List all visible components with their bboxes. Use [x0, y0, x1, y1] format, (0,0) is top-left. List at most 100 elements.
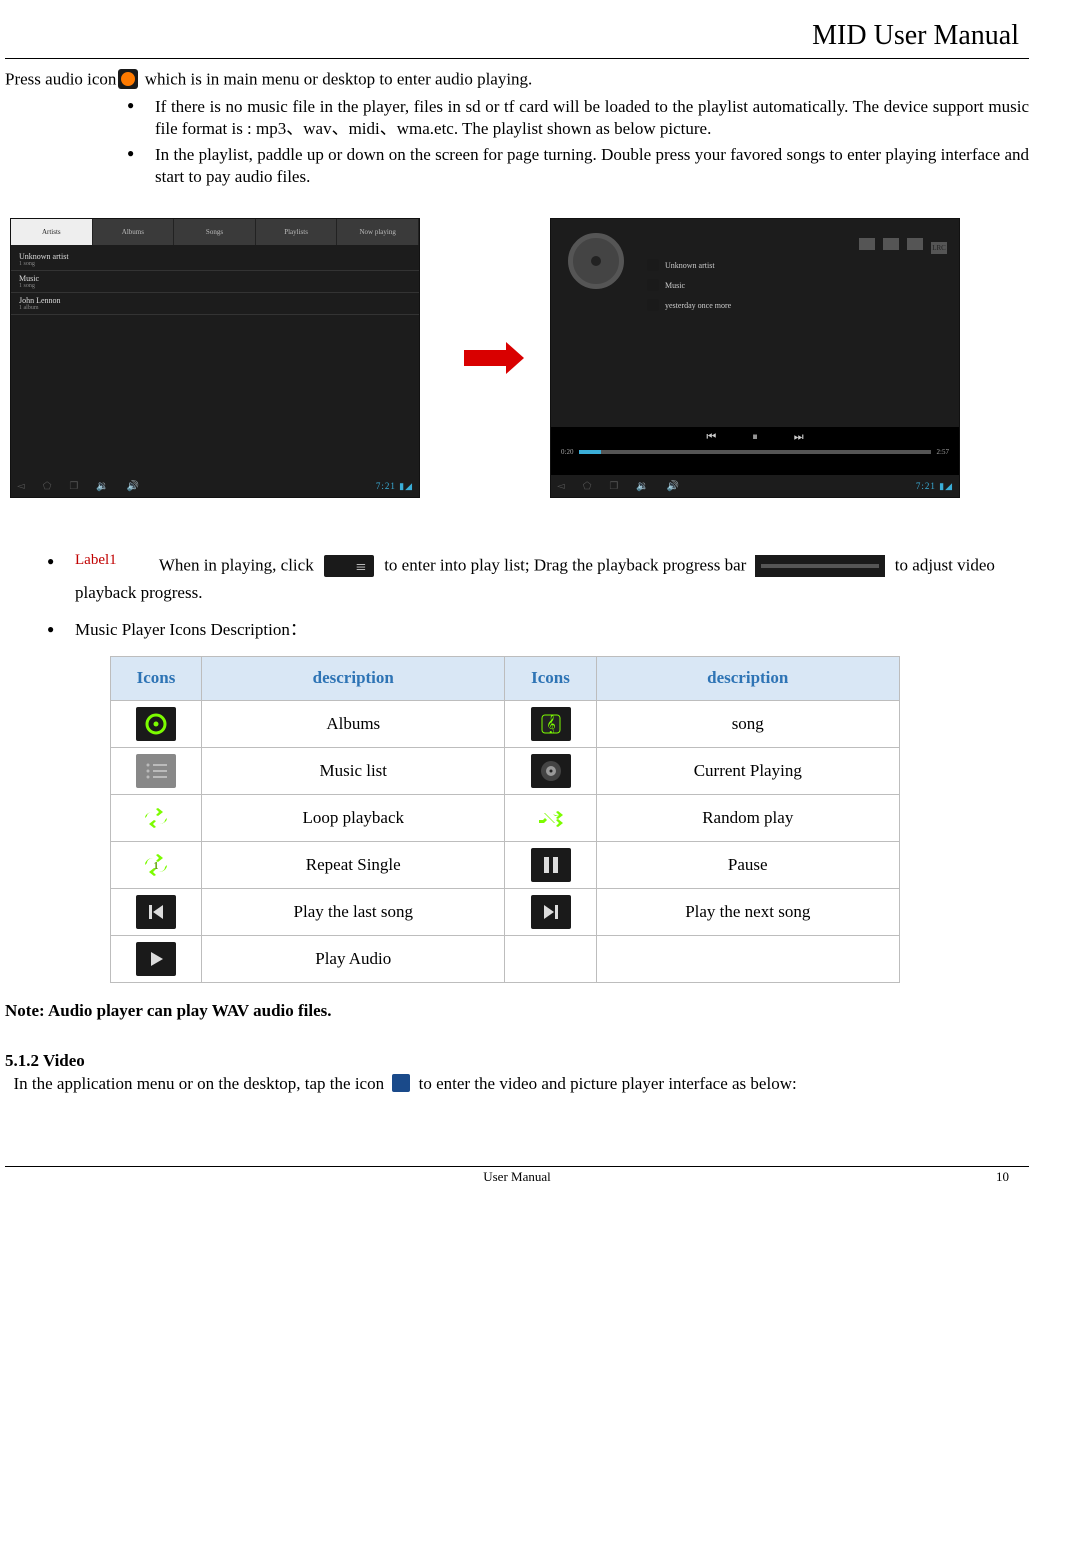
next-icon: [531, 895, 571, 929]
screenshots-row: Artists Albums Songs Playlists Now playi…: [10, 218, 1029, 498]
nowplaying-list: LRC Unknown artist Music yesterday once …: [641, 219, 959, 427]
list-item-sub: 1 song: [19, 261, 411, 267]
recent-icon: ❐: [609, 481, 618, 492]
time-total: 2:57: [937, 448, 949, 456]
table-row: Music list Current Playing: [111, 747, 900, 794]
label-text-1: When in playing, click: [159, 556, 318, 575]
time-elapsed: 0:20: [561, 448, 573, 456]
status-time: 7:21 ▮◢: [376, 481, 413, 492]
th-desc: description: [596, 656, 899, 700]
loop-icon: [136, 801, 176, 835]
intro-suffix: which is in main menu or desktop to ente…: [140, 69, 532, 88]
status-time: 7:21 ▮◢: [916, 481, 953, 492]
icon-cell: [111, 888, 202, 935]
android-navbar: ◅ ⬠ ❐ 🔉 🔊 7:21 ▮◢: [551, 475, 959, 497]
prev-icon: [136, 895, 176, 929]
desc-cell: Loop playback: [202, 794, 505, 841]
albums-icon: [136, 707, 176, 741]
desc-cell: song: [596, 700, 899, 747]
icon-cell: [505, 841, 596, 888]
desc-cell: Albums: [202, 700, 505, 747]
screenshot-playlist: Artists Albums Songs Playlists Now playi…: [10, 218, 420, 498]
footer-page: 10: [969, 1169, 1009, 1185]
table-row: Play Audio: [111, 935, 900, 982]
table-row: Loop playback Random play: [111, 794, 900, 841]
np-icon: [883, 238, 899, 250]
prev-icon: ⏮: [706, 431, 716, 444]
list-area: Unknown artist 1 song Music 1 song John …: [11, 245, 419, 475]
tab-playlists: Playlists: [256, 219, 338, 245]
bullet-icons-desc: Music Player Icons Description：: [75, 616, 1029, 643]
repeat1-icon: 1: [136, 848, 176, 882]
icon-cell: [111, 935, 202, 982]
note-text: Note: Audio player can play WAV audio fi…: [5, 1001, 1029, 1021]
recent-icon: ❐: [69, 481, 78, 492]
bullet-item: If there is no music file in the player,…: [155, 96, 1029, 140]
page-footer: User Manual 10: [5, 1167, 1029, 1185]
progress-icon: [755, 555, 885, 577]
page-header-title: MID User Manual: [5, 20, 1029, 58]
video-icon: [392, 1074, 410, 1092]
desc-cell: Random play: [596, 794, 899, 841]
list-item: Unknown artist 1 song: [11, 249, 419, 271]
home-icon: ⬠: [43, 481, 52, 492]
np-lrc: LRC: [931, 242, 947, 254]
list-item-title: Music: [19, 274, 411, 283]
desc-cell: Play the last song: [202, 888, 505, 935]
screenshot-nowplaying: LRC Unknown artist Music yesterday once …: [550, 218, 960, 498]
back-icon: ◅: [17, 481, 25, 492]
icon-cell: [505, 888, 596, 935]
desc-cell: Repeat Single: [202, 841, 505, 888]
vol-up-icon: 🔊: [667, 481, 679, 492]
list-item: Music 1 song: [11, 271, 419, 293]
controls-bar: ⏮ ⏸ ⏭ 0:20 2:57: [551, 427, 959, 475]
section-body: In the application menu or on the deskto…: [5, 1073, 1029, 1096]
top-bullets: If there is no music file in the player,…: [5, 96, 1029, 188]
icon-cell: 𝄞: [505, 700, 596, 747]
list-item-sub: 1 song: [19, 283, 411, 289]
icon-cell: [505, 935, 596, 982]
song-icon: 𝄞: [531, 707, 571, 741]
mid-bullets: Label1 When in playing, click to enter i…: [5, 548, 1029, 643]
arrow-right-icon: [450, 338, 520, 378]
android-navbar: ◅ ⬠ ❐ 🔉 🔊 7:21 ▮◢: [11, 475, 419, 497]
section-body-pre: In the application menu or on the deskto…: [14, 1074, 389, 1093]
desc-cell: [596, 935, 899, 982]
np-row: Music: [647, 275, 953, 295]
intro-prefix: Press audio icon: [5, 69, 116, 88]
list-item-title: Unknown artist: [19, 252, 411, 261]
random-icon: [531, 801, 571, 835]
vol-down-icon: 🔉: [636, 481, 648, 492]
np-row: yesterday once more: [647, 295, 953, 315]
th-icons: Icons: [505, 656, 596, 700]
next-icon: ⏭: [794, 431, 804, 444]
table-row: Play the last songPlay the next song: [111, 888, 900, 935]
playlist-icon: [324, 555, 374, 577]
icons-table: Icons description Icons description Albu…: [110, 656, 900, 983]
svg-text:1: 1: [154, 861, 159, 872]
header-rule: [5, 58, 1029, 59]
icon-cell: 1: [111, 841, 202, 888]
section-heading: 5.1.2 Video: [5, 1051, 1029, 1071]
pause-icon: [531, 848, 571, 882]
tab-albums: Albums: [93, 219, 175, 245]
play-icon: [136, 942, 176, 976]
icon-cell: [111, 747, 202, 794]
desc-cell: Play Audio: [202, 935, 505, 982]
tabs-row: Artists Albums Songs Playlists Now playi…: [11, 219, 419, 245]
icon-cell: [111, 794, 202, 841]
label-text-2: to enter into play list; Drag the playba…: [384, 556, 750, 575]
pause-icon: ⏸: [752, 431, 758, 444]
th-icons: Icons: [111, 656, 202, 700]
table-row: Albums 𝄞 song: [111, 700, 900, 747]
table-row: 1Repeat SinglePause: [111, 841, 900, 888]
desc-cell: Music list: [202, 747, 505, 794]
np-toolbar: LRC: [647, 231, 953, 255]
svg-text:𝄞: 𝄞: [546, 715, 555, 734]
list-item-title: John Lennon: [19, 296, 411, 305]
vol-up-icon: 🔊: [127, 481, 139, 492]
list-item-sub: 1 album: [19, 305, 411, 311]
progress-bar: [579, 450, 930, 454]
home-icon: ⬠: [583, 481, 592, 492]
desc-cell: Current Playing: [596, 747, 899, 794]
